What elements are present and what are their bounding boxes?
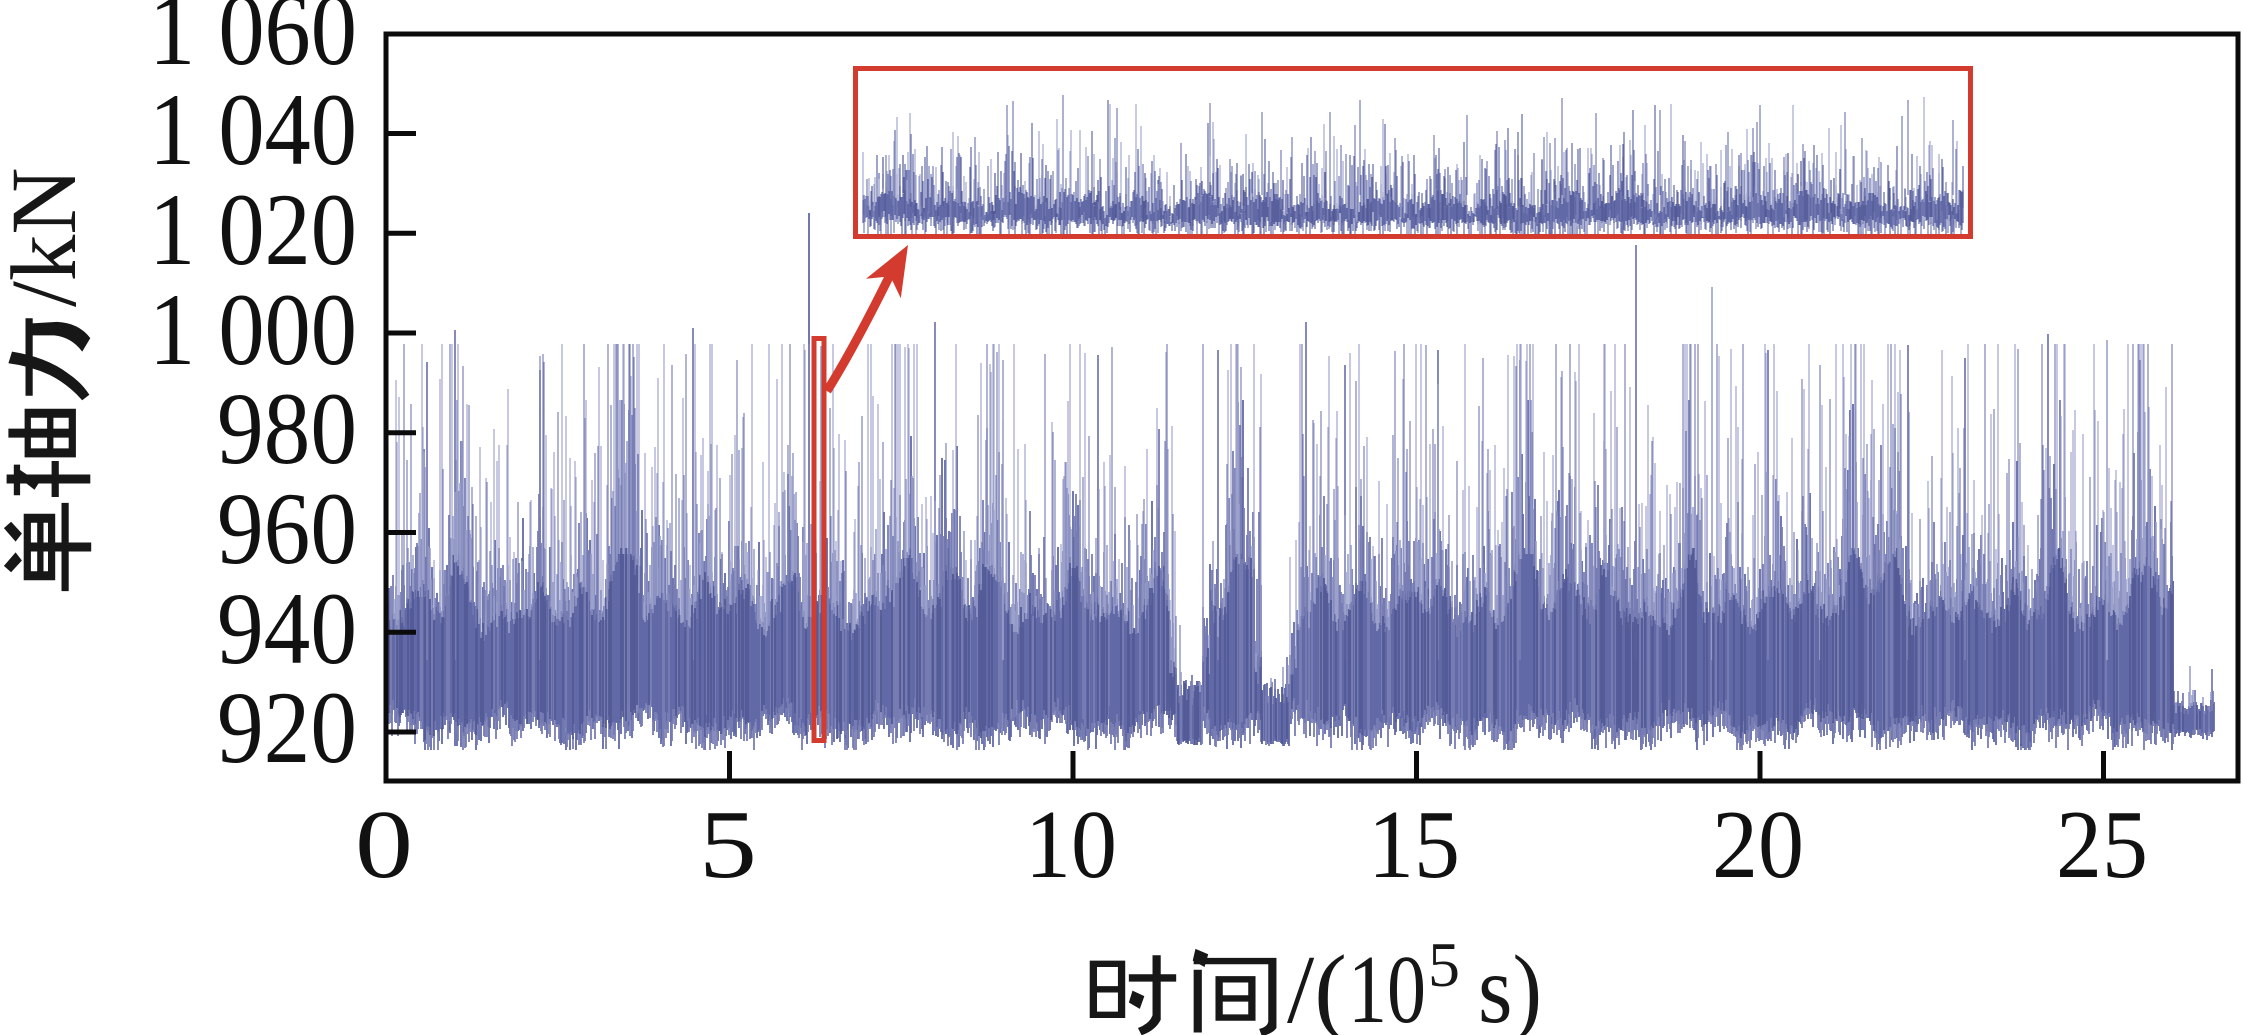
svg-text:1 040: 1 040 [149,73,357,187]
svg-text:0: 0 [355,791,413,898]
svg-text:15: 15 [1368,791,1460,898]
svg-text:10: 10 [1025,791,1117,898]
svg-text:20: 20 [1712,791,1804,898]
svg-text:/(: /( [1287,936,1347,1035]
svg-text:10: 10 [1348,936,1426,1035]
svg-text:980: 980 [217,372,357,486]
svg-text:5: 5 [699,791,757,898]
svg-text:920: 920 [217,671,357,785]
svg-text:/kN: /kN [0,168,96,308]
svg-text:s): s) [1478,936,1542,1035]
svg-text:1 020: 1 020 [149,173,357,287]
svg-text:940: 940 [217,572,357,686]
svg-text:1 060: 1 060 [149,0,357,87]
svg-text:25: 25 [2056,791,2148,898]
svg-text:1 000: 1 000 [149,273,357,387]
svg-text:5: 5 [1428,929,1460,1000]
svg-text:960: 960 [217,472,357,586]
